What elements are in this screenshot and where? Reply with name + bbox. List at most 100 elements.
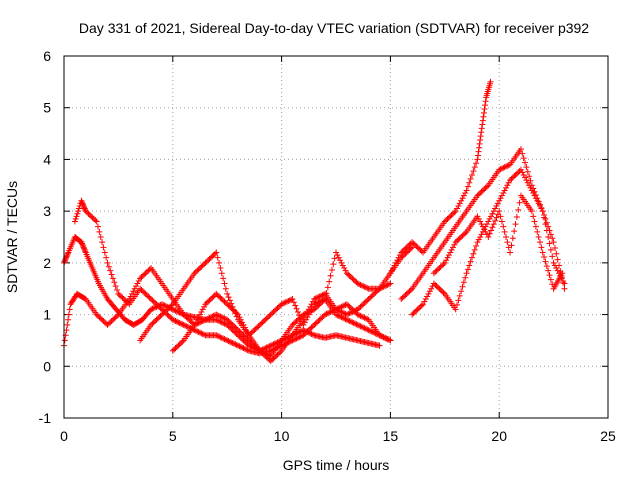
y-tick-label: 5 <box>43 100 51 116</box>
data-point <box>235 327 242 334</box>
data-point <box>312 295 319 302</box>
data-point <box>277 349 284 356</box>
data-point <box>205 315 212 322</box>
data-point <box>337 313 344 320</box>
data-point <box>233 341 240 348</box>
data-point <box>183 323 190 330</box>
data-point <box>337 257 344 264</box>
y-tick-label: 6 <box>43 48 51 64</box>
data-point <box>349 319 356 326</box>
data-point <box>346 272 353 279</box>
data-point <box>195 266 202 273</box>
data-point <box>418 248 425 255</box>
data-point <box>430 270 437 277</box>
data-point <box>414 244 421 251</box>
data-point <box>202 259 209 266</box>
data-point <box>347 274 354 281</box>
data-point <box>345 302 352 309</box>
data-point <box>433 267 440 274</box>
data-point <box>470 250 477 257</box>
data-point <box>517 166 524 173</box>
data-point <box>241 324 248 331</box>
data-point <box>474 213 481 220</box>
data-point <box>384 281 391 288</box>
data-point <box>415 245 422 252</box>
data-point <box>553 265 560 272</box>
data-point <box>448 246 455 253</box>
data-point <box>228 320 235 327</box>
data-point <box>471 246 478 253</box>
data-point <box>141 271 148 278</box>
data-point <box>191 321 198 328</box>
data-point <box>218 319 225 326</box>
data-point <box>274 351 281 358</box>
data-point <box>267 358 274 365</box>
data-point <box>216 318 223 325</box>
data-point <box>225 318 232 325</box>
data-point <box>361 325 368 332</box>
data-point <box>338 259 345 266</box>
data-point <box>216 312 223 319</box>
data-point <box>225 302 232 309</box>
data-point <box>301 330 308 337</box>
data-point <box>108 271 115 278</box>
data-point <box>267 342 274 349</box>
data-point <box>99 316 106 323</box>
data-point <box>207 296 214 303</box>
data-point <box>179 321 186 328</box>
data-point <box>164 311 171 318</box>
data-point <box>237 329 244 336</box>
data-point <box>493 202 500 209</box>
data-point <box>116 292 123 299</box>
data-point <box>158 301 165 308</box>
data-point <box>481 106 488 113</box>
data-point <box>471 164 478 171</box>
data-point <box>309 323 316 330</box>
data-point <box>508 175 515 182</box>
data-point <box>398 296 405 303</box>
data-point <box>64 321 71 328</box>
data-point <box>456 200 463 207</box>
data-point <box>139 288 146 295</box>
data-point <box>326 278 333 285</box>
data-point <box>476 140 483 147</box>
data-point <box>399 248 406 255</box>
data-point <box>82 208 89 215</box>
data-point <box>367 327 373 334</box>
data-point <box>143 292 150 299</box>
data-point <box>455 297 462 304</box>
data-point <box>360 283 367 290</box>
data-point <box>236 314 243 321</box>
data-point <box>177 340 184 347</box>
data-point <box>157 305 164 312</box>
data-point <box>330 261 337 268</box>
data-point <box>479 121 486 128</box>
data-point <box>501 187 508 194</box>
data-point <box>198 308 205 315</box>
data-point <box>524 168 531 175</box>
data-point <box>237 334 244 341</box>
data-point <box>278 301 285 308</box>
data-point <box>447 213 454 220</box>
data-point <box>173 308 180 315</box>
data-point <box>114 312 121 319</box>
data-point <box>549 253 556 260</box>
data-point <box>474 239 481 246</box>
data-point <box>381 334 388 341</box>
data-point <box>84 209 91 216</box>
data-point <box>477 190 484 197</box>
data-point <box>71 218 78 225</box>
data-point <box>176 319 183 326</box>
data-point <box>175 308 182 315</box>
data-point <box>220 335 227 342</box>
data-point <box>478 125 485 132</box>
data-point <box>364 297 371 304</box>
data-point <box>409 244 416 251</box>
data-point <box>213 311 220 318</box>
data-point <box>337 308 344 315</box>
data-point <box>526 173 533 180</box>
data-point <box>334 312 341 319</box>
data-point <box>258 349 265 356</box>
data-point <box>266 312 273 319</box>
data-point <box>364 316 371 323</box>
